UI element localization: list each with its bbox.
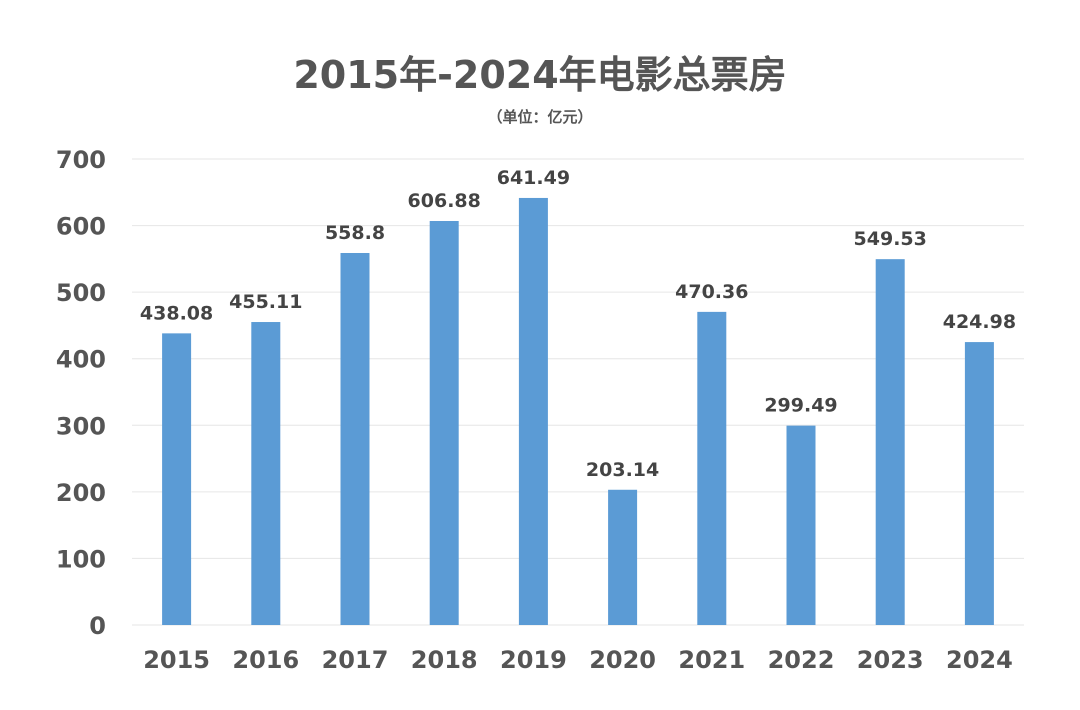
data-label: 203.14 [586,459,659,481]
bar [608,489,638,625]
data-label: 299.49 [764,395,837,417]
bar [429,220,459,625]
data-label: 549.53 [854,228,927,250]
x-tick-label: 2024 [946,646,1013,674]
bar [875,259,905,625]
x-tick-label: 2022 [768,646,835,674]
x-tick-label: 2020 [589,646,656,674]
data-label: 641.49 [497,167,570,189]
data-label: 455.11 [229,291,302,313]
chart-title: 2015年-2024年电影总票房 [293,53,787,97]
bar [964,342,994,625]
x-tick-label: 2016 [232,646,299,674]
data-label: 470.36 [675,281,748,303]
x-tick-label: 2017 [322,646,389,674]
bar [162,333,192,625]
data-label: 438.08 [140,302,213,324]
data-label: 606.88 [408,190,481,212]
x-tick-label: 2019 [500,646,567,674]
x-tick-label: 2018 [411,646,478,674]
y-tick-label: 400 [56,346,106,374]
y-tick-label: 0 [89,612,106,640]
bar [697,311,727,625]
bar [251,322,281,625]
data-label: 424.98 [943,311,1016,333]
bar [786,425,816,625]
chart-subtitle: （单位：亿元） [487,108,593,126]
y-tick-label: 500 [56,279,106,307]
x-tick-label: 2023 [857,646,924,674]
y-tick-label: 100 [56,545,106,573]
y-tick-label: 600 [56,213,106,241]
bar [340,252,370,626]
bar [518,197,548,626]
x-tick-label: 2021 [678,646,745,674]
data-label: 558.8 [325,222,385,244]
y-tick-label: 700 [56,146,106,174]
x-tick-label: 2015 [143,646,210,674]
y-tick-label: 200 [56,479,106,507]
y-tick-label: 300 [56,412,106,440]
